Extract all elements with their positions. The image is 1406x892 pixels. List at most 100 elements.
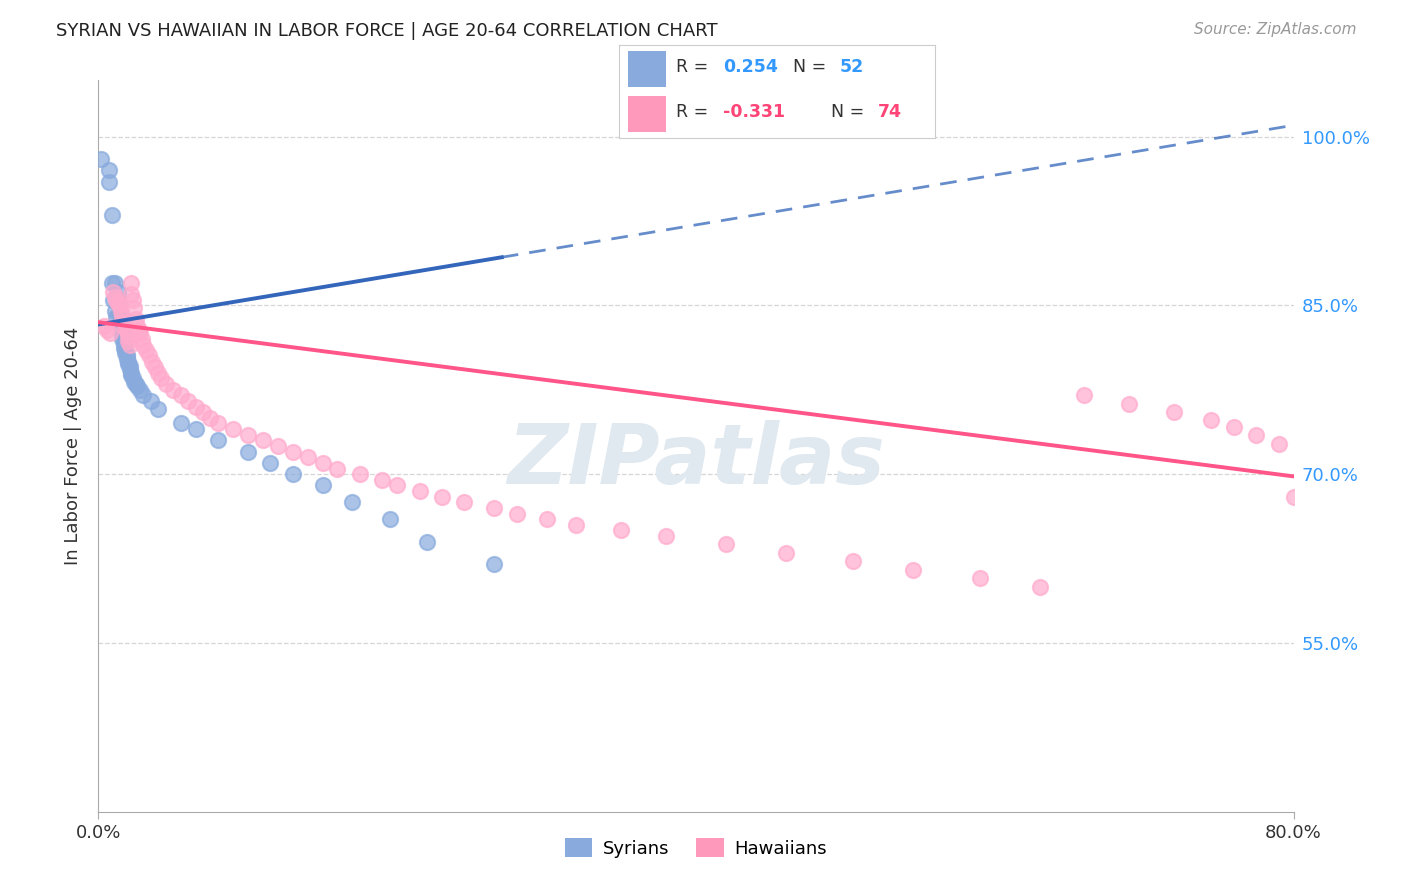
FancyBboxPatch shape	[628, 51, 666, 87]
Point	[125, 311, 148, 326]
Point	[112, 315, 135, 329]
Point	[111, 323, 134, 337]
Point	[93, 318, 115, 333]
Point	[138, 348, 160, 362]
Text: R =: R =	[675, 58, 707, 76]
Point	[112, 341, 135, 355]
Point	[148, 366, 170, 380]
Point	[104, 276, 127, 290]
Point	[117, 334, 139, 349]
Point	[506, 507, 529, 521]
Point	[114, 321, 136, 335]
Point	[127, 318, 149, 333]
Point	[184, 422, 207, 436]
Text: SYRIAN VS HAWAIIAN IN LABOR FORCE | AGE 20-64 CORRELATION CHART: SYRIAN VS HAWAIIAN IN LABOR FORCE | AGE …	[56, 22, 718, 40]
Legend: Syrians, Hawaiians: Syrians, Hawaiians	[558, 831, 834, 865]
Point	[103, 293, 125, 307]
Point	[118, 337, 141, 351]
Point	[104, 290, 127, 304]
Point	[111, 332, 134, 346]
FancyBboxPatch shape	[628, 96, 666, 132]
Point	[371, 473, 394, 487]
Point	[901, 563, 924, 577]
Point	[311, 456, 333, 470]
Point	[1223, 420, 1246, 434]
Point	[115, 348, 138, 362]
Point	[120, 368, 142, 383]
Point	[297, 450, 319, 465]
Text: N =: N =	[793, 58, 825, 76]
Point	[115, 352, 138, 367]
Point	[115, 350, 138, 364]
Point	[120, 276, 142, 290]
Point	[97, 163, 120, 178]
Point	[110, 304, 132, 318]
Point	[1073, 388, 1095, 402]
Point	[1163, 405, 1185, 419]
Point	[200, 410, 222, 425]
Point	[222, 422, 245, 436]
Point	[655, 529, 678, 543]
Point	[267, 439, 290, 453]
Point	[259, 456, 281, 470]
Text: 0.254: 0.254	[723, 58, 778, 76]
Point	[135, 343, 157, 358]
Point	[104, 304, 127, 318]
Point	[342, 495, 364, 509]
Point	[139, 394, 162, 409]
Point	[714, 537, 737, 551]
Point	[141, 354, 163, 368]
Point	[536, 512, 558, 526]
Point	[117, 354, 139, 368]
Point	[129, 326, 152, 341]
Point	[124, 375, 146, 389]
Point	[117, 328, 139, 343]
Point	[118, 362, 141, 376]
Text: 52: 52	[841, 58, 865, 76]
Point	[252, 434, 274, 448]
Point	[132, 388, 155, 402]
Point	[162, 383, 184, 397]
Point	[484, 557, 506, 571]
Point	[155, 377, 177, 392]
Text: -0.331: -0.331	[723, 103, 785, 121]
Point	[1282, 490, 1305, 504]
Point	[120, 287, 142, 301]
Point	[124, 301, 146, 315]
Point	[96, 323, 118, 337]
Point	[169, 388, 191, 402]
Point	[101, 276, 124, 290]
Text: Source: ZipAtlas.com: Source: ZipAtlas.com	[1194, 22, 1357, 37]
Point	[107, 293, 129, 307]
Point	[105, 310, 128, 324]
Point	[98, 326, 122, 341]
Point	[150, 371, 173, 385]
Point	[408, 483, 430, 498]
Point	[132, 337, 155, 351]
Point	[207, 417, 229, 431]
Point	[169, 417, 191, 431]
Point	[127, 379, 149, 393]
Point	[430, 490, 453, 504]
Point	[236, 427, 259, 442]
Point	[110, 311, 132, 326]
Text: N =: N =	[831, 103, 863, 121]
Point	[101, 208, 124, 222]
Point	[131, 332, 153, 346]
Point	[565, 517, 588, 532]
Point	[236, 444, 259, 458]
Point	[114, 345, 136, 359]
Point	[121, 371, 143, 385]
Point	[378, 512, 401, 526]
Point	[453, 495, 475, 509]
Point	[385, 478, 409, 492]
Point	[118, 359, 141, 373]
Point	[114, 343, 136, 358]
Point	[125, 377, 148, 392]
Point	[111, 326, 134, 341]
Point	[326, 461, 349, 475]
Point	[112, 334, 135, 349]
Point	[143, 360, 166, 375]
Point	[281, 444, 304, 458]
Text: ZIPatlas: ZIPatlas	[508, 420, 884, 501]
